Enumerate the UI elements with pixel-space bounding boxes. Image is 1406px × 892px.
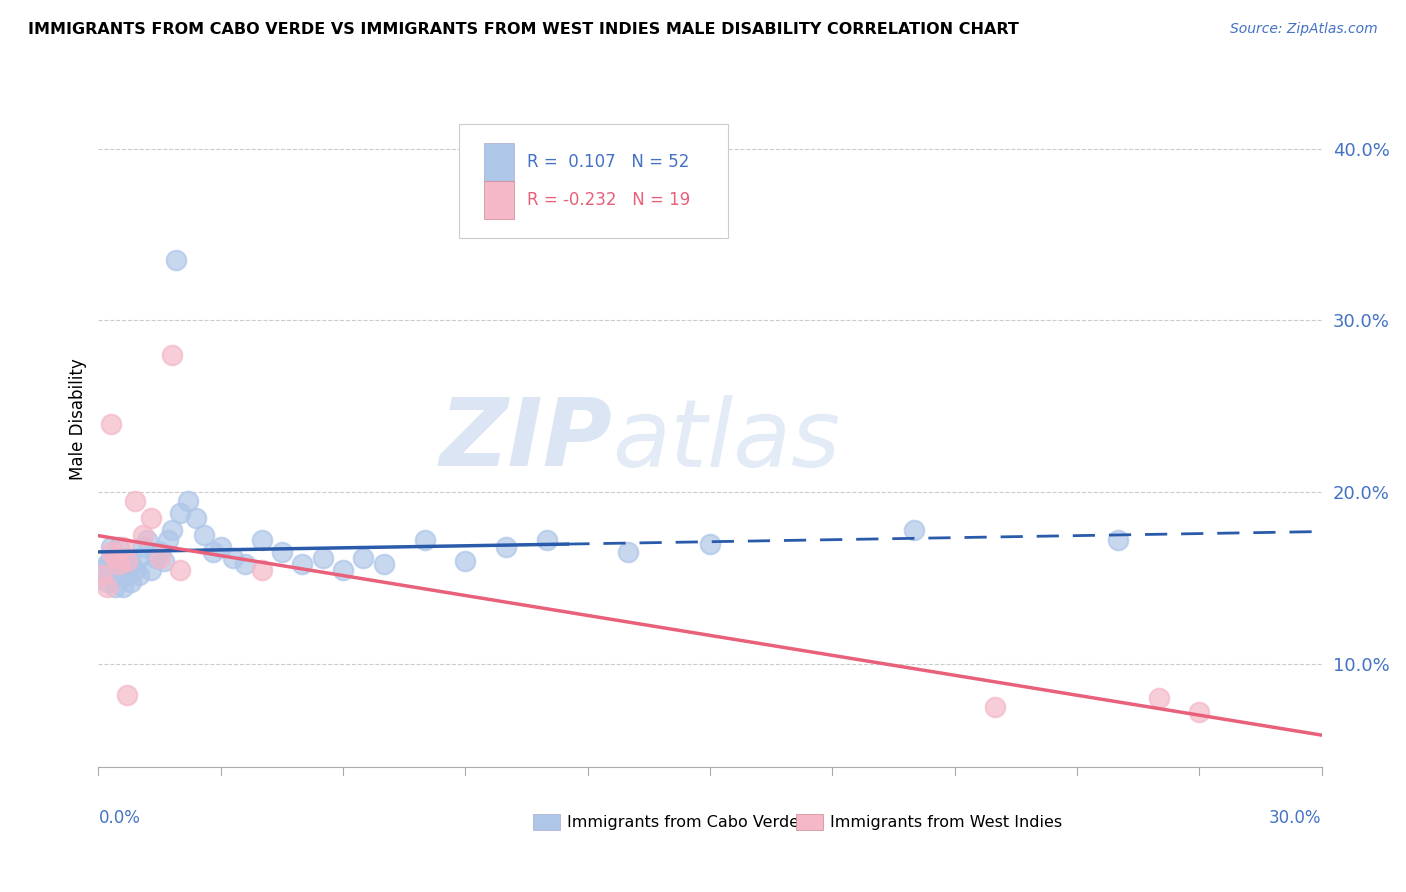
Point bbox=[152, 554, 174, 568]
Point bbox=[160, 523, 183, 537]
Point bbox=[617, 545, 640, 559]
Text: Immigrants from Cabo Verde: Immigrants from Cabo Verde bbox=[567, 814, 799, 830]
FancyBboxPatch shape bbox=[796, 814, 823, 830]
Point bbox=[100, 550, 122, 565]
Point bbox=[141, 511, 163, 525]
Point bbox=[1147, 691, 1170, 706]
Point bbox=[312, 550, 335, 565]
Point bbox=[495, 540, 517, 554]
Point bbox=[115, 688, 138, 702]
Point bbox=[352, 550, 374, 565]
Point bbox=[145, 550, 167, 565]
Point bbox=[108, 540, 131, 554]
Point bbox=[100, 417, 122, 431]
Point bbox=[108, 567, 131, 582]
Point bbox=[128, 567, 150, 582]
Point bbox=[111, 580, 134, 594]
Point bbox=[108, 558, 131, 572]
FancyBboxPatch shape bbox=[533, 814, 560, 830]
Point bbox=[100, 540, 122, 554]
FancyBboxPatch shape bbox=[460, 124, 728, 238]
Point bbox=[128, 550, 150, 565]
Point bbox=[250, 533, 273, 548]
Point bbox=[903, 523, 925, 537]
Point bbox=[1188, 705, 1211, 719]
Point bbox=[115, 554, 138, 568]
Point bbox=[120, 558, 142, 572]
Point bbox=[91, 567, 114, 582]
Text: ZIP: ZIP bbox=[439, 394, 612, 486]
Point bbox=[201, 545, 224, 559]
Point bbox=[96, 574, 118, 589]
Text: atlas: atlas bbox=[612, 394, 841, 485]
Y-axis label: Male Disability: Male Disability bbox=[69, 359, 87, 480]
Point bbox=[250, 563, 273, 577]
Point bbox=[373, 558, 395, 572]
Point bbox=[104, 580, 127, 594]
Point bbox=[132, 540, 155, 554]
Point bbox=[124, 563, 146, 577]
Point bbox=[233, 558, 256, 572]
Point bbox=[413, 533, 436, 548]
Point bbox=[111, 540, 134, 554]
Point bbox=[222, 550, 245, 565]
Text: R = -0.232   N = 19: R = -0.232 N = 19 bbox=[527, 191, 690, 209]
Point bbox=[169, 506, 191, 520]
Point bbox=[104, 558, 127, 572]
Point bbox=[169, 563, 191, 577]
Point bbox=[149, 550, 172, 565]
Text: Immigrants from West Indies: Immigrants from West Indies bbox=[830, 814, 1062, 830]
Point bbox=[104, 550, 127, 565]
Point bbox=[115, 550, 138, 565]
Text: R =  0.107   N = 52: R = 0.107 N = 52 bbox=[527, 153, 689, 171]
Point bbox=[156, 533, 179, 548]
Text: 30.0%: 30.0% bbox=[1270, 809, 1322, 827]
Point bbox=[100, 545, 122, 559]
Point bbox=[1107, 533, 1129, 548]
Point bbox=[160, 348, 183, 362]
Point bbox=[291, 558, 314, 572]
Point bbox=[209, 540, 232, 554]
Text: Source: ZipAtlas.com: Source: ZipAtlas.com bbox=[1230, 22, 1378, 37]
FancyBboxPatch shape bbox=[484, 143, 515, 181]
Point bbox=[177, 493, 200, 508]
Point bbox=[115, 567, 138, 582]
Point bbox=[100, 567, 122, 582]
Point bbox=[149, 545, 172, 559]
Point bbox=[111, 558, 134, 572]
Point bbox=[165, 253, 187, 268]
Point bbox=[186, 511, 208, 525]
Point bbox=[193, 528, 215, 542]
Point bbox=[136, 533, 159, 548]
Point bbox=[132, 528, 155, 542]
Point bbox=[536, 533, 558, 548]
Point bbox=[332, 563, 354, 577]
Point bbox=[699, 537, 721, 551]
Point bbox=[124, 493, 146, 508]
Point bbox=[96, 558, 118, 572]
Point bbox=[96, 580, 118, 594]
Point bbox=[270, 545, 294, 559]
Text: 0.0%: 0.0% bbox=[98, 809, 141, 827]
Point bbox=[108, 550, 131, 565]
Point bbox=[91, 563, 114, 577]
Point bbox=[120, 574, 142, 589]
Point bbox=[454, 554, 477, 568]
Point bbox=[141, 563, 163, 577]
Point bbox=[984, 700, 1007, 714]
Text: IMMIGRANTS FROM CABO VERDE VS IMMIGRANTS FROM WEST INDIES MALE DISABILITY CORREL: IMMIGRANTS FROM CABO VERDE VS IMMIGRANTS… bbox=[28, 22, 1019, 37]
FancyBboxPatch shape bbox=[484, 180, 515, 219]
